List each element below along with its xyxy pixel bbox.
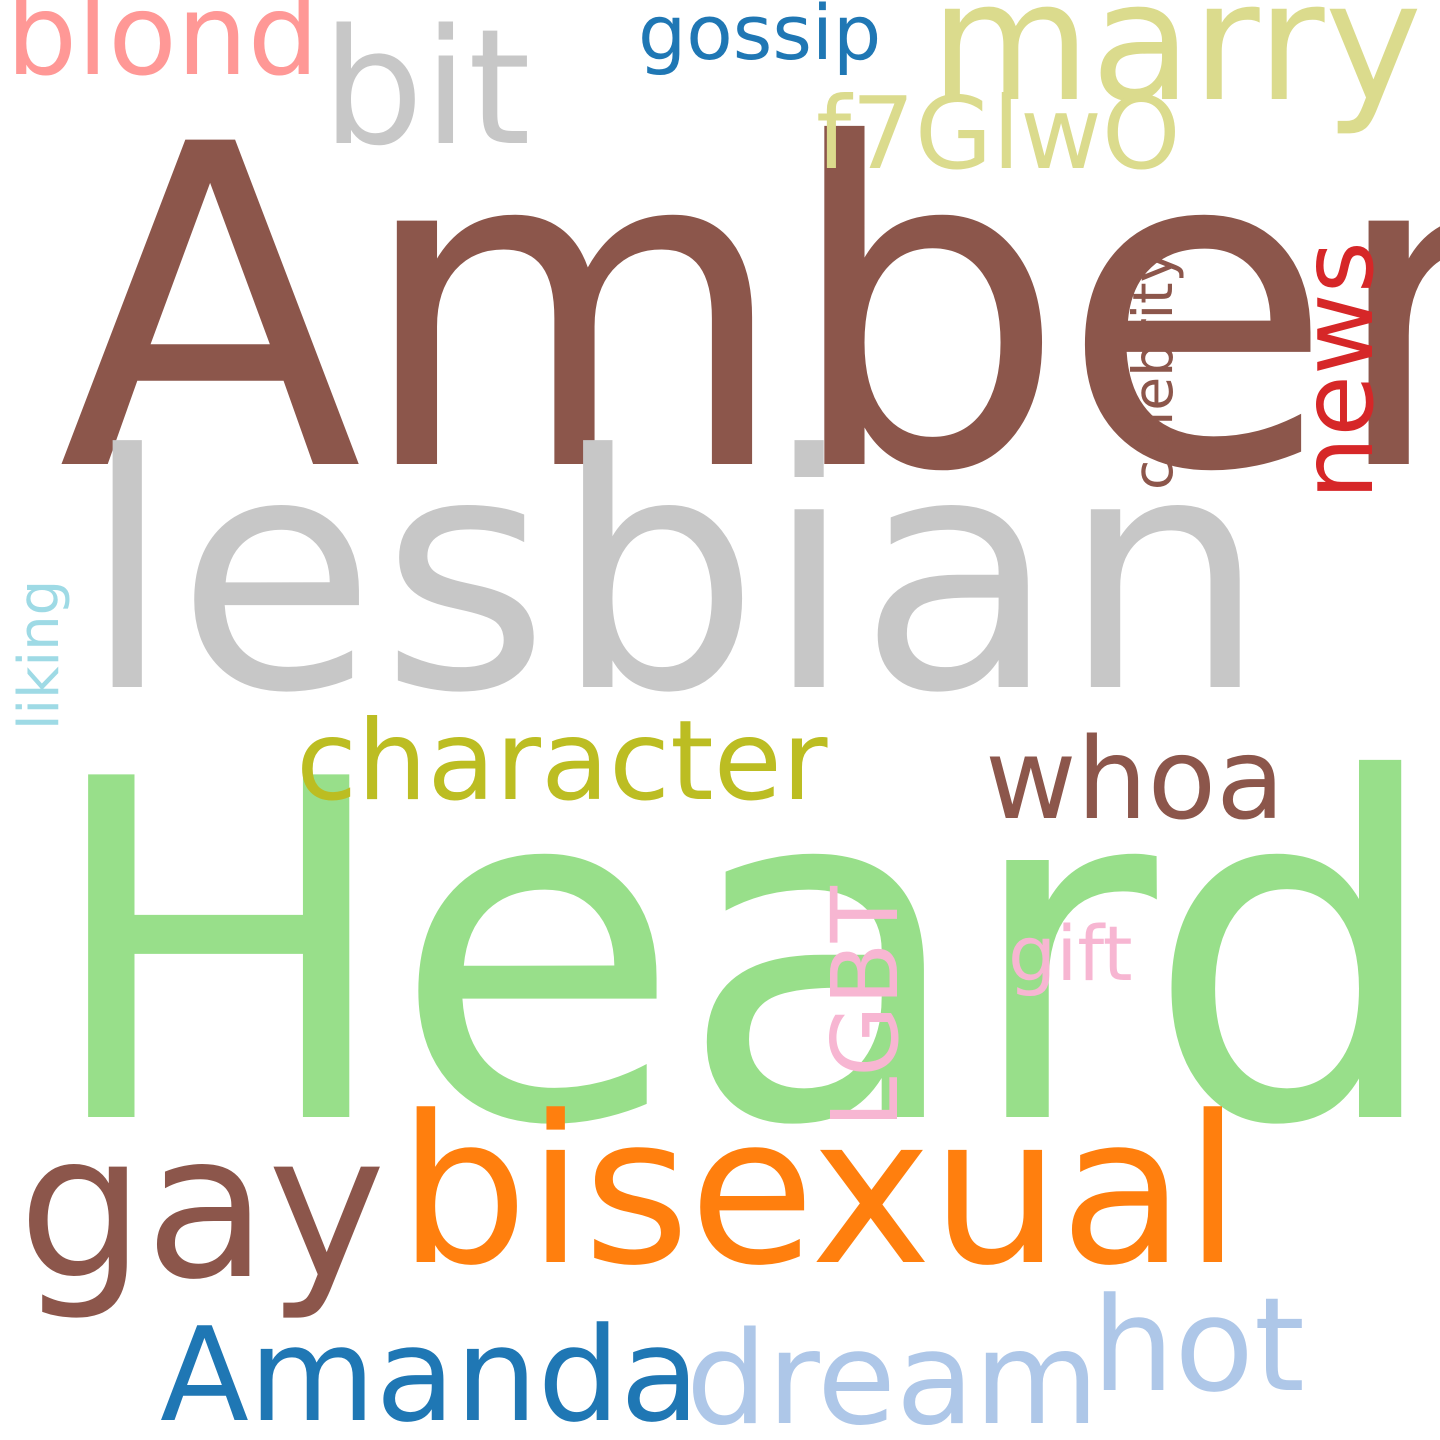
- word-heard: Heard: [42, 681, 1440, 1228]
- word-bisexual: bisexual: [398, 1073, 1241, 1311]
- word-celebrity: celebrity: [1121, 249, 1185, 490]
- word-gift: gift: [1008, 909, 1133, 998]
- word-bit: bit: [322, 0, 531, 181]
- word-liking: liking: [7, 579, 72, 730]
- word-f7glw0: f7GlwO: [816, 75, 1181, 192]
- word-lesbian: lesbian: [82, 385, 1272, 764]
- word-amanda: Amanda: [160, 1299, 700, 1440]
- word-gay: gay: [18, 1091, 386, 1324]
- word-whoa: whoa: [985, 715, 1285, 845]
- word-lgbt: LGBT: [812, 886, 919, 1128]
- word-amber: Amber: [58, 51, 1440, 569]
- word-marry: marry: [930, 0, 1423, 138]
- word-character: character: [296, 697, 828, 826]
- word-dream: dream: [686, 1305, 1099, 1440]
- word-hot: hot: [1092, 1269, 1305, 1421]
- word-news: news: [1279, 241, 1396, 500]
- word-gossip: gossip: [638, 0, 882, 77]
- word-blond: blond: [6, 0, 319, 101]
